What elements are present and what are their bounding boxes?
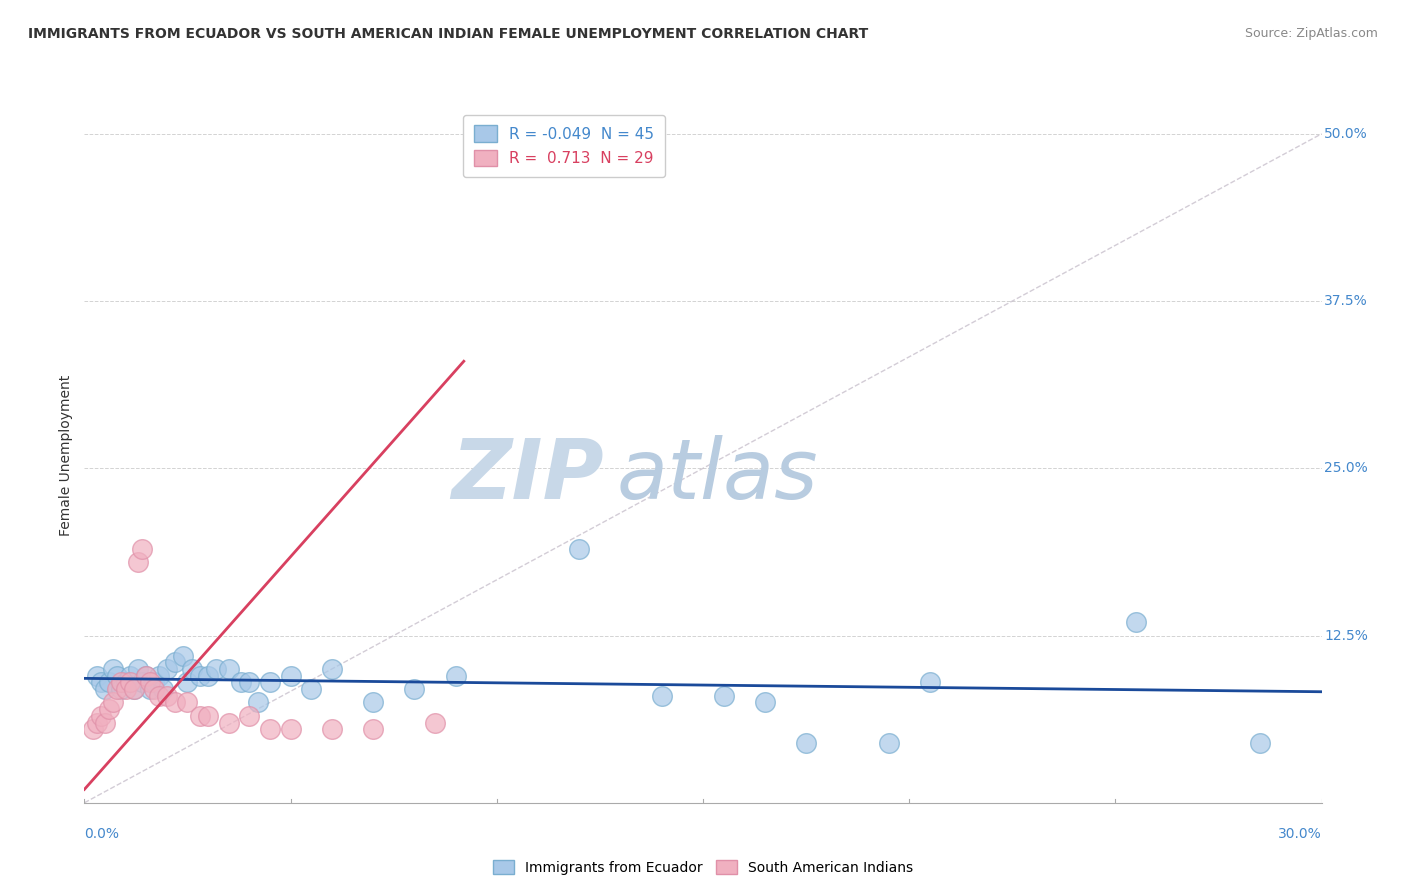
Point [188, 669, 211, 683]
Point [103, 696, 125, 710]
Point [713, 689, 735, 703]
Point [280, 723, 302, 737]
Point [105, 681, 128, 696]
Point [98, 702, 121, 716]
Point [205, 662, 228, 676]
Point [94, 715, 117, 730]
Point [321, 662, 343, 676]
Point [176, 696, 198, 710]
Point [404, 681, 426, 696]
Text: 37.5%: 37.5% [1324, 294, 1368, 308]
Point [118, 669, 141, 683]
Point [143, 675, 166, 690]
Text: 30.0%: 30.0% [1278, 827, 1322, 841]
Text: 12.5%: 12.5% [1324, 629, 1368, 642]
Point [103, 662, 125, 676]
Point [180, 662, 202, 676]
Point [127, 662, 149, 676]
Text: 25.0%: 25.0% [1324, 461, 1368, 475]
Point [218, 662, 240, 676]
Point [299, 681, 322, 696]
Point [86, 715, 108, 730]
Text: ZIP: ZIP [451, 435, 605, 516]
Point [110, 675, 132, 690]
Point [152, 681, 174, 696]
Point [444, 669, 467, 683]
Point [114, 675, 136, 690]
Point [1125, 615, 1147, 630]
Point [238, 708, 260, 723]
Point [122, 681, 145, 696]
Point [114, 681, 136, 696]
Point [156, 689, 179, 703]
Point [122, 681, 145, 696]
Point [94, 681, 117, 696]
Legend: R = -0.049  N = 45, R =  0.713  N = 29: R = -0.049 N = 45, R = 0.713 N = 29 [463, 115, 665, 177]
Point [361, 696, 384, 710]
Text: IMMIGRANTS FROM ECUADOR VS SOUTH AMERICAN INDIAN FEMALE UNEMPLOYMENT CORRELATION: IMMIGRANTS FROM ECUADOR VS SOUTH AMERICA… [28, 27, 869, 41]
Point [188, 708, 211, 723]
Point [127, 555, 149, 569]
Point [156, 662, 179, 676]
Point [259, 675, 281, 690]
Point [238, 675, 260, 690]
Point [1249, 735, 1271, 749]
Point [143, 681, 166, 696]
Point [877, 735, 900, 749]
Point [197, 708, 219, 723]
Point [197, 669, 219, 683]
Point [110, 681, 132, 696]
Point [218, 715, 240, 730]
Point [568, 541, 591, 556]
Point [118, 675, 141, 690]
Point [90, 708, 112, 723]
Point [176, 675, 198, 690]
Point [361, 723, 384, 737]
Point [172, 648, 194, 663]
Point [148, 689, 170, 703]
Point [98, 675, 121, 690]
Point [148, 669, 170, 683]
Point [139, 681, 162, 696]
Point [423, 715, 446, 730]
Point [131, 675, 153, 690]
Point [651, 689, 673, 703]
Point [105, 669, 128, 683]
Point [90, 675, 112, 690]
Point [165, 655, 187, 669]
Point [918, 675, 941, 690]
Text: 50.0%: 50.0% [1324, 127, 1368, 141]
Text: Source: ZipAtlas.com: Source: ZipAtlas.com [1244, 27, 1378, 40]
Point [135, 669, 157, 683]
Point [794, 735, 817, 749]
Point [754, 696, 776, 710]
Legend: Immigrants from Ecuador, South American Indians: Immigrants from Ecuador, South American … [488, 855, 918, 880]
Point [280, 669, 302, 683]
Point [86, 669, 108, 683]
Point [82, 723, 104, 737]
Point [229, 675, 252, 690]
Point [246, 696, 269, 710]
Text: 0.0%: 0.0% [84, 827, 120, 841]
Point [135, 669, 157, 683]
Text: atlas: atlas [616, 435, 818, 516]
Point [259, 723, 281, 737]
Y-axis label: Female Unemployment: Female Unemployment [59, 375, 73, 535]
Point [139, 675, 162, 690]
Point [165, 696, 187, 710]
Point [321, 723, 343, 737]
Point [131, 541, 153, 556]
